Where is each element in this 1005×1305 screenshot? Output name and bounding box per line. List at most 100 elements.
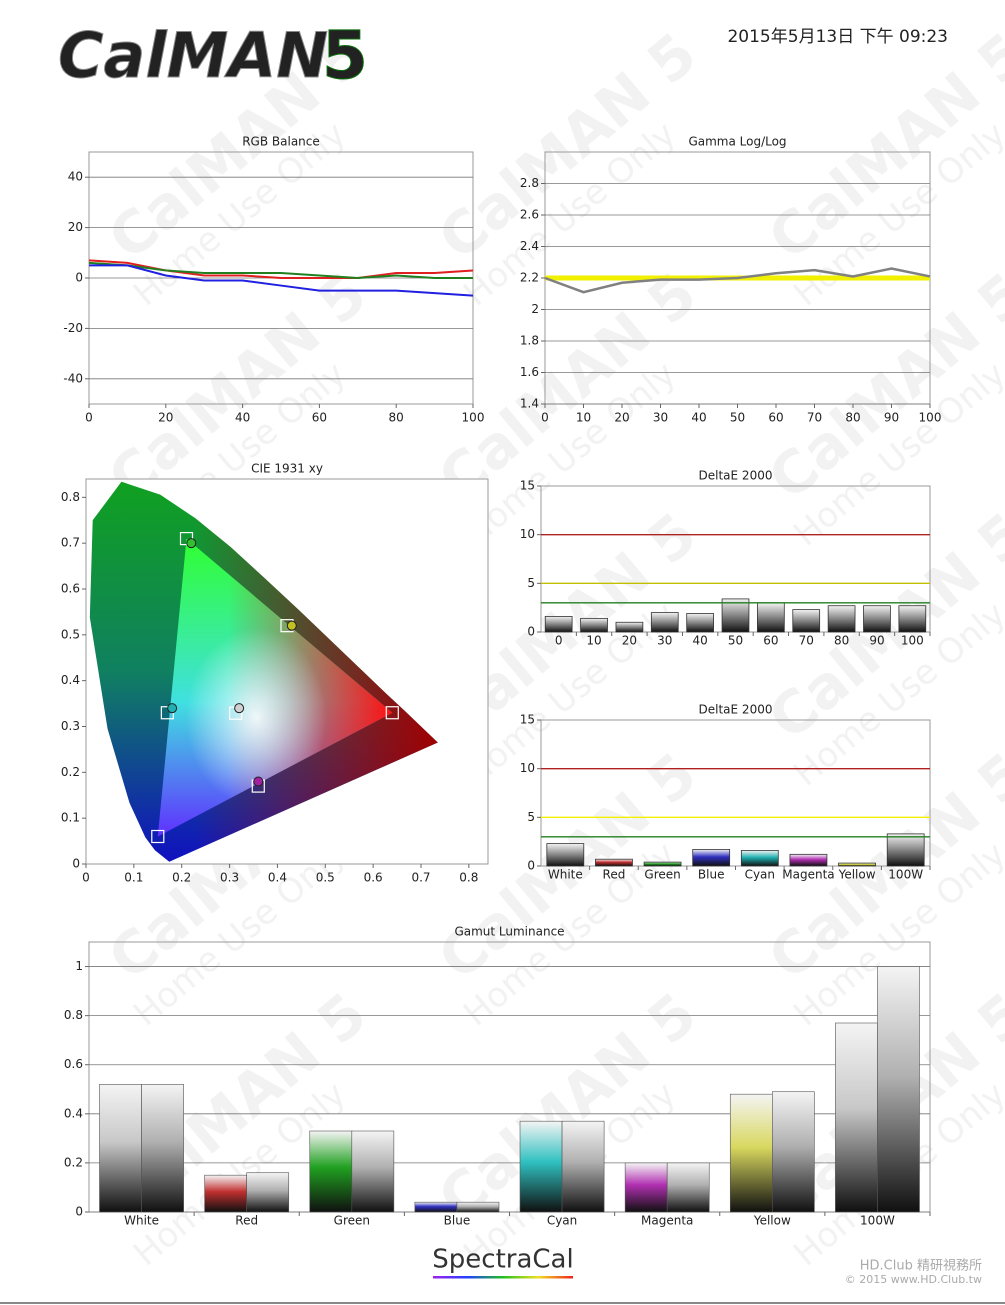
y-tick-label: 0 bbox=[75, 1205, 83, 1219]
bar bbox=[792, 609, 821, 633]
y-tick-label: 1.4 bbox=[520, 397, 539, 411]
y-tick-label: 5 bbox=[527, 810, 535, 824]
bar bbox=[666, 1162, 710, 1213]
series-line bbox=[89, 264, 474, 297]
x-tick-label: Cyan bbox=[745, 868, 775, 882]
bar bbox=[886, 833, 925, 867]
x-tick-label: 10 bbox=[586, 634, 601, 648]
measured-marker bbox=[186, 538, 197, 549]
bar bbox=[580, 617, 608, 633]
y-tick-label: 2.6 bbox=[520, 208, 539, 222]
y-tick-label: 0.5 bbox=[61, 627, 80, 641]
x-tick-label: 100W bbox=[860, 1214, 895, 1228]
bar bbox=[721, 598, 750, 633]
x-tick-label: Magenta bbox=[641, 1214, 693, 1228]
logo-version: 5 bbox=[322, 17, 368, 94]
bar bbox=[740, 850, 779, 867]
bar bbox=[827, 605, 856, 633]
x-tick-label: Magenta bbox=[782, 868, 834, 882]
y-tick-label: 0.6 bbox=[64, 1057, 83, 1071]
x-tick-label: 50 bbox=[728, 634, 743, 648]
y-tick-label: 1.8 bbox=[520, 334, 539, 348]
x-tick-label: 60 bbox=[312, 411, 327, 425]
y-tick-label: 0.4 bbox=[61, 673, 80, 687]
x-tick-label: 80 bbox=[389, 411, 404, 425]
x-tick-label: 0 bbox=[85, 411, 93, 425]
x-tick-label: 0.1 bbox=[124, 871, 143, 885]
y-tick-label: 0.6 bbox=[61, 582, 80, 596]
measured-marker bbox=[286, 620, 297, 631]
x-tick-label: 20 bbox=[158, 411, 173, 425]
bar bbox=[351, 1130, 395, 1213]
x-tick-label: 100 bbox=[901, 634, 924, 648]
y-tick-label: 40 bbox=[68, 170, 83, 184]
bar bbox=[246, 1172, 290, 1213]
credit: HD.Club 精研視務所 bbox=[860, 1259, 982, 1274]
x-tick-label: Red bbox=[603, 868, 626, 882]
x-tick-label: 60 bbox=[763, 634, 778, 648]
gamut-triangle bbox=[157, 538, 393, 837]
x-tick-label: 30 bbox=[657, 634, 672, 648]
bar bbox=[309, 1130, 353, 1213]
x-tick-label: Blue bbox=[444, 1214, 471, 1228]
bar bbox=[141, 1084, 184, 1213]
y-tick-label: 2 bbox=[531, 302, 539, 316]
y-tick-label: 1.6 bbox=[520, 365, 539, 379]
y-tick-label: 15 bbox=[520, 713, 535, 727]
bar bbox=[519, 1120, 563, 1213]
y-tick-label: 1 bbox=[75, 959, 83, 973]
x-tick-label: 100 bbox=[919, 411, 942, 425]
y-tick-label: 2.8 bbox=[520, 176, 539, 190]
x-tick-label: 70 bbox=[807, 411, 822, 425]
bar bbox=[686, 613, 714, 633]
x-tick-label: Yellow bbox=[838, 868, 876, 882]
logo: CalMAN bbox=[58, 19, 328, 92]
x-tick-label: 0.7 bbox=[411, 871, 430, 885]
series-line bbox=[544, 267, 931, 294]
y-tick-label: 10 bbox=[520, 527, 535, 541]
y-tick-label: 0 bbox=[527, 859, 535, 873]
x-tick-label: 0.8 bbox=[459, 871, 478, 885]
y-tick-label: 10 bbox=[520, 761, 535, 775]
chart-title: DeltaE 2000 bbox=[699, 469, 773, 483]
bar bbox=[898, 605, 927, 633]
x-tick-label: 40 bbox=[691, 411, 706, 425]
x-tick-label: 40 bbox=[235, 411, 250, 425]
y-tick-label: 0.2 bbox=[61, 765, 80, 779]
x-tick-label: 0.4 bbox=[268, 871, 287, 885]
y-tick-label: 0.3 bbox=[61, 719, 80, 733]
bar bbox=[835, 1022, 878, 1213]
y-tick-label: -20 bbox=[63, 321, 83, 335]
y-tick-label: 0.7 bbox=[61, 536, 80, 550]
x-tick-label: 40 bbox=[692, 634, 707, 648]
bar bbox=[643, 861, 682, 867]
x-tick-label: Red bbox=[235, 1214, 258, 1228]
x-tick-label: Blue bbox=[698, 868, 725, 882]
x-tick-label: 20 bbox=[622, 634, 637, 648]
timestamp: 2015年5月13日 下午 09:23 bbox=[727, 27, 948, 47]
y-tick-label: 0 bbox=[72, 857, 80, 871]
x-tick-label: 60 bbox=[768, 411, 783, 425]
bar bbox=[863, 605, 891, 633]
target-marker bbox=[151, 829, 165, 844]
x-tick-label: 0 bbox=[541, 411, 549, 425]
x-tick-label: Yellow bbox=[753, 1214, 791, 1228]
bar bbox=[729, 1093, 773, 1213]
x-tick-label: 80 bbox=[834, 634, 849, 648]
x-tick-label: 70 bbox=[799, 634, 814, 648]
bar bbox=[615, 621, 644, 633]
series-line bbox=[88, 261, 473, 280]
footer-brand: SpectraCal bbox=[432, 1245, 573, 1275]
x-tick-label: 0 bbox=[82, 871, 90, 885]
bar bbox=[789, 853, 828, 867]
x-tick-label: Green bbox=[334, 1214, 370, 1228]
x-tick-label: 90 bbox=[884, 411, 899, 425]
bar bbox=[544, 616, 573, 633]
brand-underline bbox=[433, 1276, 573, 1279]
chart-title: RGB Balance bbox=[242, 135, 320, 149]
credit: © 2015 www.HD.Club.tw bbox=[845, 1273, 982, 1286]
y-tick-label: -40 bbox=[63, 371, 83, 385]
bar bbox=[414, 1201, 458, 1213]
bar bbox=[650, 612, 679, 633]
